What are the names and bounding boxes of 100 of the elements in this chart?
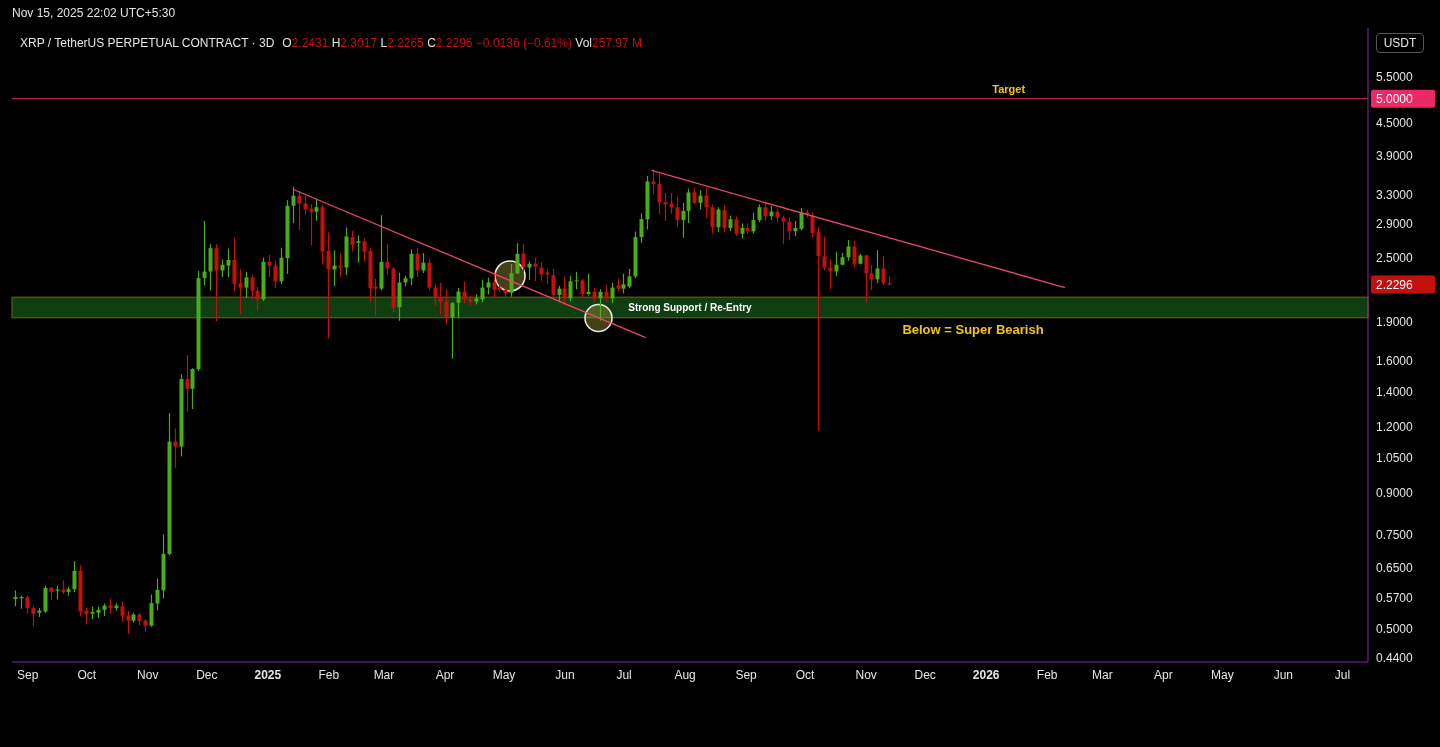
candlestick (716, 207, 721, 232)
x-tick-label: Nov (855, 667, 877, 682)
ref-line-label: Target (992, 82, 1026, 95)
band-label: Strong Support / Re-Entry (628, 301, 753, 313)
x-tick-label: Mar (1091, 667, 1113, 682)
candlestick (291, 186, 296, 224)
candlestick (238, 268, 243, 315)
candlestick (875, 250, 880, 283)
y-tick-label: 0.5700 (1376, 591, 1414, 606)
candlestick (297, 190, 302, 231)
y-tick-label: 0.4400 (1376, 651, 1414, 666)
candlestick (480, 279, 485, 303)
candlestick (450, 302, 455, 359)
candlestick (421, 253, 426, 273)
candlestick (362, 238, 367, 262)
y-tick-label: 2.2296 (1376, 277, 1414, 292)
candlestick (787, 217, 792, 241)
candlestick (846, 239, 851, 261)
y-tick-label: 5.5000 (1376, 70, 1414, 85)
candlestick (681, 202, 686, 238)
candlestick (515, 243, 520, 274)
candlestick (326, 232, 331, 339)
y-tick-label: 0.9000 (1376, 486, 1414, 501)
x-tick-label: Dec (914, 667, 936, 682)
candlestick (255, 286, 260, 311)
y-tick-label: 5.0000 (1376, 91, 1414, 106)
candlestick (173, 428, 178, 468)
y-tick-label: 1.2000 (1376, 420, 1414, 435)
candlestick (675, 196, 680, 228)
candlestick (799, 208, 804, 231)
candlestick (657, 173, 662, 214)
candlestick (43, 585, 48, 613)
candlestick (621, 273, 626, 294)
candlestick (338, 253, 343, 277)
x-tick-label: 2025 (254, 667, 282, 682)
candlestick (185, 355, 190, 412)
text: XRP / TetherUS PERPETUAL CONTRACT · 3D (20, 36, 275, 50)
candlestick (562, 276, 567, 306)
candlestick (273, 260, 278, 289)
text: O2.2431 H2.3017 L2.2265 C2.2296 −0.0136 (−0.61%) Vol257.97 M (282, 36, 643, 50)
candlestick (751, 212, 756, 234)
candlestick (598, 289, 603, 321)
candlestick (444, 289, 449, 325)
x-tick-label: Jun (1273, 667, 1294, 682)
y-tick-label: 0.5000 (1376, 621, 1414, 636)
candlestick (686, 188, 691, 224)
candlestick (781, 215, 786, 244)
candlestick (509, 264, 514, 297)
candlestick (456, 288, 461, 319)
candlestick (155, 578, 160, 611)
candlestick (120, 601, 125, 622)
x-tick-label: Nov (137, 667, 159, 682)
candlestick (433, 283, 438, 306)
x-tick-label: Sep (17, 667, 39, 682)
candlestick (869, 265, 874, 291)
candlestick (385, 244, 390, 275)
candlestick (190, 368, 195, 410)
candlestick (149, 594, 154, 627)
candlestick (568, 275, 573, 302)
y-tick-label: 3.3000 (1376, 187, 1414, 202)
candlestick (126, 610, 131, 635)
x-tick-label: Jul (1334, 667, 1351, 682)
candlestick (267, 254, 272, 277)
y-axis-title: USDT (1376, 33, 1424, 53)
candlestick (279, 247, 284, 285)
candlestick (356, 235, 361, 263)
candlestick (208, 244, 213, 291)
candlestick (521, 244, 526, 273)
candlestick (639, 213, 644, 243)
y-tick-label: 4.5000 (1376, 116, 1414, 131)
x-tick-label: Mar (373, 667, 395, 682)
x-tick-label: Aug (674, 667, 696, 682)
candlestick (31, 605, 36, 627)
x-tick-label: Jul (616, 667, 632, 682)
candlestick (462, 281, 467, 304)
text: Nov 15, 2025 22:02 UTC+5:30 (12, 6, 176, 20)
candlestick (816, 226, 821, 431)
x-tick-label: Apr (435, 667, 455, 682)
candlestick (226, 248, 231, 277)
x-tick-label: Feb (1036, 667, 1058, 682)
y-tick-label: 2.5000 (1376, 251, 1414, 266)
annotation: Below = Super Bearish (902, 321, 1044, 337)
candlestick (309, 204, 314, 246)
y-tick-label: 0.7500 (1376, 528, 1414, 543)
candlestick (610, 282, 615, 304)
candlestick (627, 268, 632, 289)
x-tick-label: Feb (318, 667, 340, 682)
candlestick (232, 237, 237, 292)
candlestick (704, 188, 709, 219)
candlestick (415, 247, 420, 277)
y-tick-label: 3.9000 (1376, 149, 1414, 164)
candlestick (852, 240, 857, 268)
y-tick-label: 1.6000 (1376, 354, 1414, 369)
candlestick (881, 255, 886, 286)
candlestick (314, 199, 319, 221)
y-tick-label: 1.9000 (1376, 314, 1414, 329)
x-tick-label: Oct (77, 667, 97, 682)
y-tick-label: 1.4000 (1376, 384, 1414, 399)
x-tick-label: May (492, 667, 516, 682)
candlestick (214, 244, 219, 322)
